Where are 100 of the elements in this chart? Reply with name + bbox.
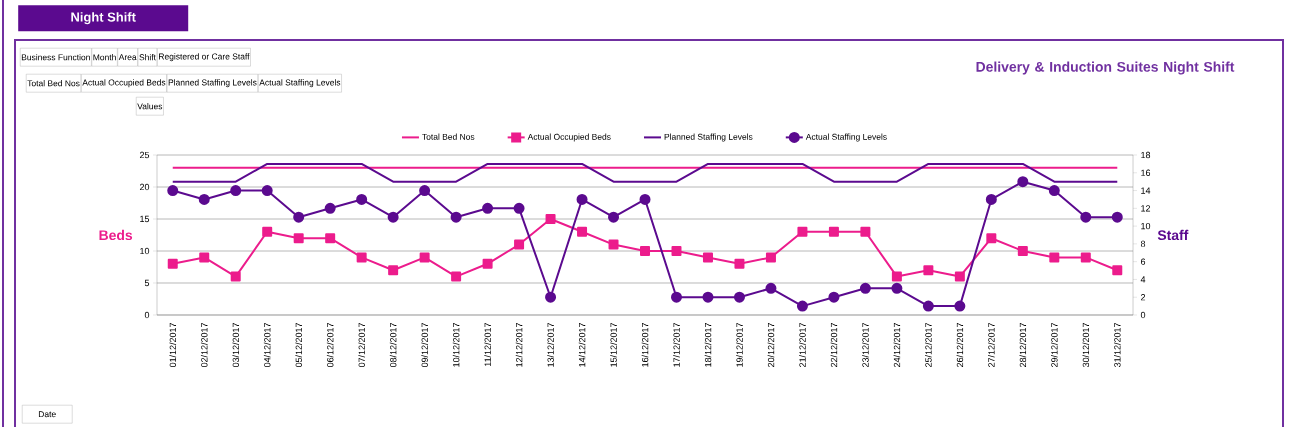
point — [671, 246, 682, 256]
text: Shift — [139, 54, 156, 61]
point — [387, 211, 399, 223]
text: Night Shift — [71, 12, 136, 25]
chart-title: Delivery & Induction Suites Night Shift — [976, 61, 1235, 75]
point — [514, 239, 525, 250]
text: Area — [118, 54, 137, 61]
point — [1080, 252, 1091, 263]
point — [419, 185, 431, 197]
point — [230, 271, 241, 282]
y2-axis-title: Staff — [1157, 229, 1189, 241]
point — [388, 265, 399, 276]
text: Month — [93, 54, 116, 61]
x-tick-label: 17/12/2017 — [673, 322, 680, 367]
x-tick-label: 27/12/2017 — [988, 322, 995, 367]
point — [451, 271, 462, 282]
y2-tick-label: 2 — [1140, 294, 1146, 301]
x-tick-label: 25/12/2017 — [925, 322, 932, 367]
x-tick-label: 12/12/2017 — [515, 322, 523, 367]
point — [324, 202, 336, 214]
x-tick-label: 15/12/2017 — [610, 322, 617, 367]
point — [765, 252, 776, 263]
point — [198, 193, 210, 205]
y-tick-label: 15 — [140, 215, 150, 223]
point — [482, 202, 494, 214]
y2-tick-label: 4 — [1140, 276, 1146, 283]
point — [419, 252, 430, 263]
y2-tick-label: 12 — [1141, 205, 1151, 212]
x-tick-label: 13/12/2017 — [547, 322, 554, 367]
point — [797, 226, 808, 237]
point — [828, 226, 839, 237]
x-tick-label: 23/12/2017 — [862, 322, 869, 367]
x-tick-label: 08/12/2017 — [389, 322, 397, 368]
point — [450, 211, 462, 223]
point — [986, 233, 997, 244]
text: Business Function — [21, 54, 90, 61]
x-tick-label: 28/12/2017 — [1019, 322, 1027, 367]
point — [262, 226, 273, 237]
point — [1049, 252, 1060, 263]
legend-label: Total Bed Nos — [422, 133, 475, 140]
x-tick-label: 31/12/2017 — [1113, 322, 1121, 368]
point — [576, 193, 588, 205]
point — [1048, 185, 1060, 197]
x-tick-label: 11/12/2017 — [484, 322, 491, 367]
x-tick-label: 20/12/2017 — [767, 322, 775, 367]
legend-label: Actual Staffing Levels — [805, 133, 887, 142]
text: Values — [137, 103, 163, 110]
x-tick-label: 05/12/2017 — [295, 322, 302, 368]
point — [891, 282, 903, 294]
y2-tick-label: 18 — [1141, 151, 1151, 159]
x-tick-label: 10/12/2017 — [452, 322, 460, 367]
x-tick-label: 26/12/2017 — [956, 322, 964, 367]
point — [167, 258, 178, 269]
y2-tick-label: 6 — [1140, 258, 1146, 265]
x-tick-label: 01/12/2017 — [169, 322, 177, 368]
point — [923, 265, 934, 276]
x-tick-label: 19/12/2017 — [736, 322, 743, 367]
point — [356, 193, 368, 205]
point — [199, 252, 210, 263]
x-tick-label: 09/12/2017 — [421, 322, 428, 368]
x-tick-label: 06/12/2017 — [326, 322, 334, 368]
point — [734, 258, 745, 269]
x-tick-label: 22/12/2017 — [830, 322, 838, 367]
point — [796, 300, 808, 312]
point — [325, 233, 336, 244]
point — [261, 185, 273, 197]
point — [293, 233, 304, 244]
point — [640, 246, 651, 256]
point — [608, 211, 620, 223]
point — [356, 252, 367, 263]
y2-tick-label: 0 — [1140, 311, 1146, 319]
y2-tick-label: 14 — [1141, 187, 1151, 194]
point — [765, 282, 777, 294]
point — [985, 193, 997, 205]
x-tick-label: 02/12/2017 — [200, 322, 208, 368]
x-tick-label: 30/12/2017 — [1082, 322, 1090, 368]
y-tick-label: 0 — [144, 311, 150, 319]
point — [608, 239, 619, 250]
point — [482, 258, 493, 269]
point — [1080, 211, 1092, 223]
text: Actual Occupied Beds — [82, 79, 166, 88]
text: Date — [38, 411, 56, 418]
point — [828, 291, 840, 303]
point — [954, 271, 965, 282]
point — [293, 211, 305, 223]
text: Actual Staffing Levels — [259, 79, 341, 88]
y-tick-label: 20 — [139, 183, 150, 191]
point — [577, 226, 588, 237]
point — [733, 291, 745, 303]
y-tick-label: 5 — [144, 279, 150, 287]
y-tick-label: 10 — [140, 247, 150, 255]
y2-tick-label: 16 — [1141, 169, 1151, 176]
x-tick-label: 14/12/2017 — [578, 322, 586, 367]
y-axis-title: Beds — [99, 229, 133, 241]
legend-label: Actual Occupied Beds — [527, 133, 611, 142]
text: Planned Staffing Levels — [168, 79, 257, 88]
point — [671, 291, 682, 303]
point — [639, 193, 651, 205]
x-tick-label: 16/12/2017 — [641, 322, 649, 367]
x-tick-label: 24/12/2017 — [893, 322, 901, 367]
